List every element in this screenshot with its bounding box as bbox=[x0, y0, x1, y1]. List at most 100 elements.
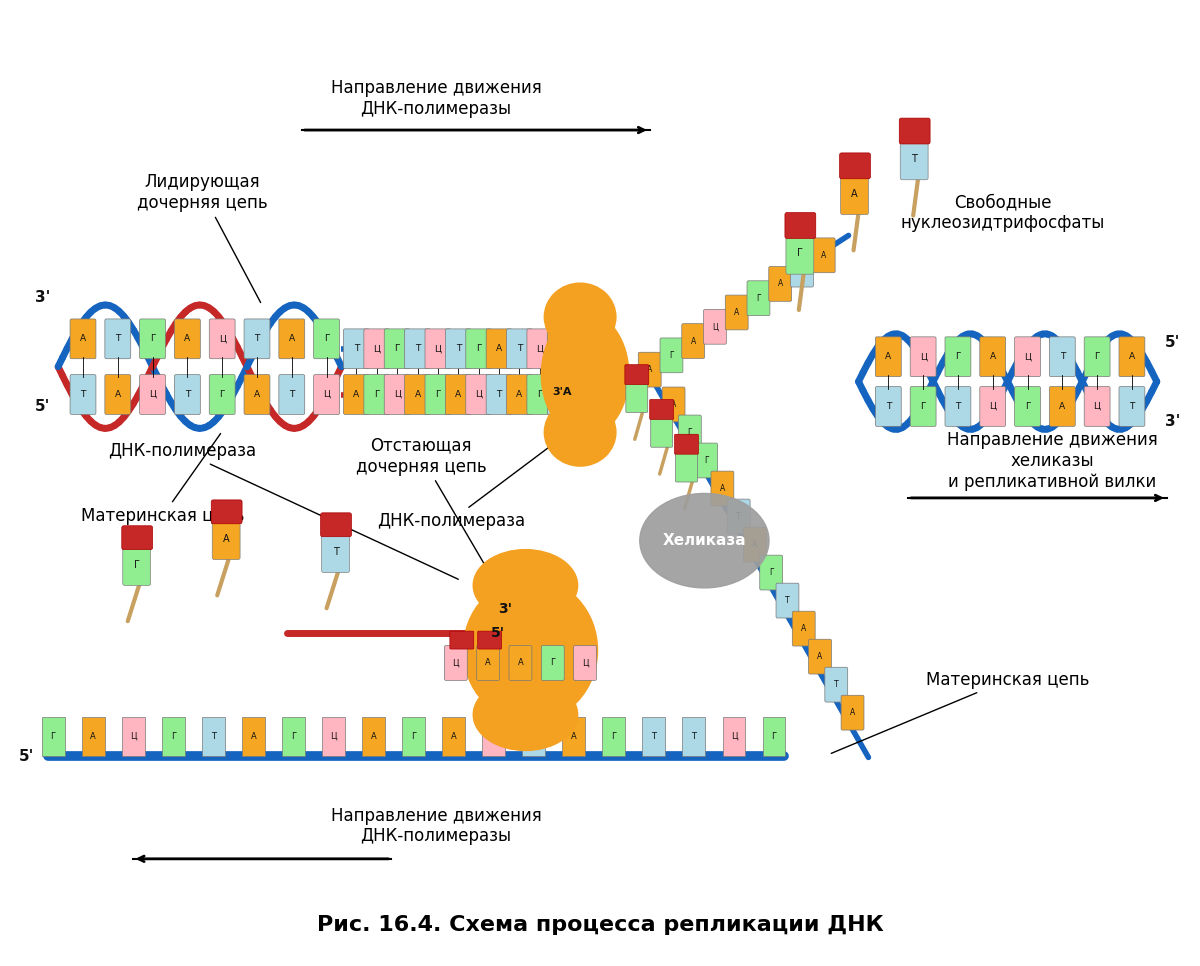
FancyBboxPatch shape bbox=[476, 645, 499, 680]
Text: Отстающая
дочерняя цепь: Отстающая дочерняя цепь bbox=[355, 437, 504, 598]
Text: Свободные
нуклеозидтрифосфаты: Свободные нуклеозидтрифосфаты bbox=[900, 193, 1105, 232]
Text: А: А bbox=[778, 279, 782, 289]
FancyBboxPatch shape bbox=[946, 337, 971, 377]
Text: Направление движения
ДНК-полимеразы: Направление движения ДНК-полимеразы bbox=[330, 807, 541, 845]
FancyBboxPatch shape bbox=[244, 319, 270, 358]
Text: Ц: Ц bbox=[452, 659, 460, 668]
Text: Т: Т bbox=[785, 596, 790, 605]
Ellipse shape bbox=[473, 550, 577, 621]
FancyBboxPatch shape bbox=[384, 328, 410, 369]
Text: Материнская цепь: Материнская цепь bbox=[80, 434, 245, 525]
Text: 5': 5' bbox=[1165, 335, 1180, 350]
Text: Т: Т bbox=[652, 732, 656, 741]
FancyBboxPatch shape bbox=[1118, 386, 1145, 426]
Polygon shape bbox=[162, 717, 185, 756]
FancyBboxPatch shape bbox=[674, 435, 698, 454]
FancyBboxPatch shape bbox=[900, 138, 928, 180]
FancyBboxPatch shape bbox=[769, 267, 792, 301]
FancyBboxPatch shape bbox=[139, 319, 166, 358]
Polygon shape bbox=[642, 717, 665, 756]
FancyBboxPatch shape bbox=[486, 328, 512, 369]
FancyBboxPatch shape bbox=[506, 375, 533, 414]
Text: 3': 3' bbox=[35, 290, 50, 305]
Text: Т: Т bbox=[254, 334, 259, 343]
Text: Ц: Ц bbox=[731, 732, 737, 741]
Text: Хеликаза: Хеликаза bbox=[662, 533, 746, 548]
FancyBboxPatch shape bbox=[527, 375, 553, 414]
FancyBboxPatch shape bbox=[404, 328, 431, 369]
FancyBboxPatch shape bbox=[466, 328, 492, 369]
FancyBboxPatch shape bbox=[278, 375, 305, 414]
Text: А: А bbox=[517, 659, 523, 668]
FancyBboxPatch shape bbox=[1084, 337, 1110, 377]
FancyBboxPatch shape bbox=[710, 471, 734, 506]
Text: Т: Т bbox=[415, 344, 420, 354]
FancyBboxPatch shape bbox=[343, 375, 370, 414]
Text: Г: Г bbox=[1094, 353, 1100, 361]
FancyBboxPatch shape bbox=[466, 375, 492, 414]
FancyBboxPatch shape bbox=[174, 375, 200, 414]
FancyBboxPatch shape bbox=[313, 375, 340, 414]
FancyBboxPatch shape bbox=[980, 337, 1006, 377]
Text: А: А bbox=[185, 334, 191, 343]
Text: Г: Г bbox=[920, 402, 926, 411]
Polygon shape bbox=[202, 717, 224, 756]
FancyBboxPatch shape bbox=[792, 611, 815, 646]
FancyBboxPatch shape bbox=[1118, 337, 1145, 377]
Text: А: А bbox=[990, 353, 996, 361]
FancyBboxPatch shape bbox=[899, 118, 930, 144]
Text: А: А bbox=[752, 540, 757, 549]
FancyBboxPatch shape bbox=[695, 443, 718, 478]
Text: Т: Т bbox=[799, 265, 804, 274]
Text: Т: Т bbox=[80, 390, 85, 399]
FancyBboxPatch shape bbox=[676, 450, 697, 482]
FancyBboxPatch shape bbox=[364, 328, 390, 369]
FancyBboxPatch shape bbox=[840, 153, 870, 179]
FancyBboxPatch shape bbox=[649, 400, 673, 419]
Text: Т: Т bbox=[955, 402, 961, 411]
FancyBboxPatch shape bbox=[322, 530, 349, 573]
FancyBboxPatch shape bbox=[121, 526, 152, 550]
Text: А: А bbox=[1129, 353, 1135, 361]
Text: Ц: Ц bbox=[475, 390, 482, 399]
Text: 3': 3' bbox=[1165, 414, 1180, 429]
FancyBboxPatch shape bbox=[911, 337, 936, 377]
Polygon shape bbox=[602, 717, 625, 756]
Text: А: А bbox=[851, 188, 858, 199]
Text: А: А bbox=[850, 708, 856, 717]
FancyBboxPatch shape bbox=[404, 375, 431, 414]
Text: Г: Г bbox=[412, 732, 416, 741]
FancyBboxPatch shape bbox=[980, 386, 1006, 426]
FancyBboxPatch shape bbox=[946, 386, 971, 426]
Text: Ц: Ц bbox=[1093, 402, 1100, 411]
Text: Т: Т bbox=[497, 390, 502, 399]
Text: А: А bbox=[90, 732, 96, 741]
Text: А: А bbox=[690, 336, 696, 346]
Text: Г: Г bbox=[220, 390, 224, 399]
Text: Г: Г bbox=[756, 294, 761, 302]
Text: А: А bbox=[516, 390, 522, 399]
Polygon shape bbox=[482, 717, 505, 756]
Text: Т: Т bbox=[558, 390, 563, 399]
FancyBboxPatch shape bbox=[445, 328, 472, 369]
Text: Т: Т bbox=[737, 512, 740, 521]
FancyBboxPatch shape bbox=[1084, 386, 1110, 426]
FancyBboxPatch shape bbox=[278, 319, 305, 358]
Text: Г: Г bbox=[955, 353, 961, 361]
Text: 5': 5' bbox=[491, 626, 505, 640]
Text: Ц: Ц bbox=[218, 334, 226, 343]
Text: Т: Т bbox=[691, 732, 696, 741]
Text: Г: Г bbox=[476, 344, 481, 354]
Text: Ц: Ц bbox=[373, 344, 380, 354]
Polygon shape bbox=[242, 717, 265, 756]
Text: А: А bbox=[414, 390, 421, 399]
Polygon shape bbox=[442, 717, 466, 756]
FancyBboxPatch shape bbox=[760, 555, 782, 590]
Text: Рис. 16.4. Схема процесса репликации ДНК: Рис. 16.4. Схема процесса репликации ДНК bbox=[317, 916, 883, 935]
FancyBboxPatch shape bbox=[384, 375, 410, 414]
Text: А: А bbox=[115, 390, 121, 399]
Text: А: А bbox=[802, 624, 806, 633]
Text: Т: Т bbox=[115, 334, 120, 343]
Polygon shape bbox=[122, 717, 145, 756]
FancyBboxPatch shape bbox=[786, 233, 814, 274]
